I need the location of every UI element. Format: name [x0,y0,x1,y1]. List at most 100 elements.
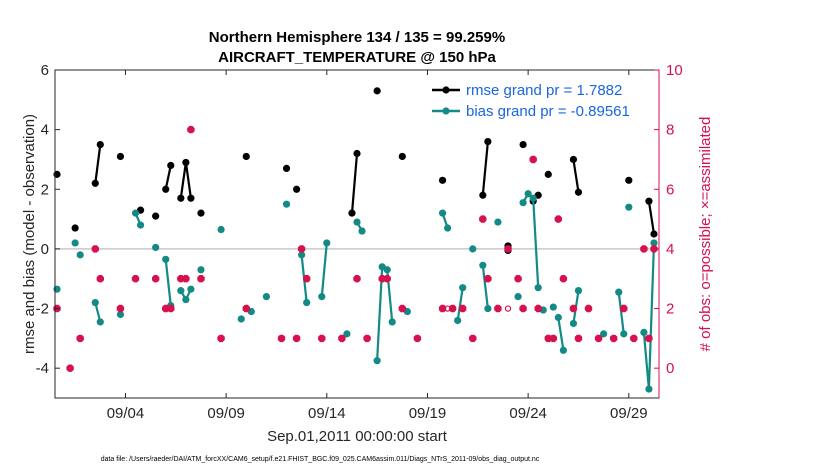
obs-assimilated-marker [504,245,512,253]
obs-assimilated-marker [277,334,286,343]
rmse-point [167,161,175,170]
bias-point [549,303,557,311]
bias-line-segment [320,242,328,297]
obs-assimilated-marker [459,304,467,313]
rmse-point [187,194,195,202]
rmse-point [353,149,361,158]
obs-assimilated-marker [91,245,99,253]
obs-assimilated-marker [152,275,160,283]
bias-point [131,209,140,217]
obs-assimilated-marker [353,275,361,283]
bias-point [53,285,61,293]
obs-possible-marker [444,305,451,312]
rmse-line-segment [350,153,359,214]
obs-assimilated-marker [66,364,74,372]
bias-point [524,190,532,198]
bias-point [519,199,527,207]
bias-point [615,288,623,296]
bias-point [298,251,306,259]
obs-assimilated-marker [438,304,447,313]
bias-point [71,239,79,247]
obs-assimilated-marker [363,334,371,343]
bias-point [600,330,608,338]
rmse-point [373,87,381,95]
obs-assimilated-marker [96,275,104,283]
obs-assimilated-marker [519,304,527,313]
chart-subtitle: AIRCRAFT_TEMPERATURE @ 150 hPa [218,49,496,66]
rmse-point [519,140,527,149]
obs-assimilated-marker [620,304,628,313]
bias-line-segment [481,265,489,309]
rmse-point [152,212,160,220]
bias-point [444,224,452,232]
rmse-point [182,158,190,167]
bias-point [343,330,351,338]
rmse-line-segment [481,141,489,196]
y-tick-label: -2 [36,301,49,318]
rmse-point [569,155,578,164]
bias-point [136,221,145,229]
x-axis-label: Sep.01,2011 00:00:00 start [267,428,448,445]
obs-assimilated-marker [494,304,502,313]
obs-assimilated-marker [469,334,477,343]
rmse-point [116,152,125,161]
bias-point [91,298,99,307]
bias-point [383,266,391,274]
obs-assimilated-marker [630,334,638,343]
legend-bias-label: bias grand pr = -0.89561 [466,103,630,120]
x-tick-label: 09/29 [610,405,648,422]
rmse-line-segment [164,165,172,190]
y-tick-label: 6 [41,62,49,79]
obs-assimilated-marker [594,334,603,343]
rmse-point [574,188,583,196]
y-tick-label: -4 [36,360,49,377]
rmse-point [544,170,552,178]
bias-point [645,385,653,393]
bias-point [438,209,447,217]
bias-point [197,266,205,274]
obs-assimilated-marker [479,215,487,223]
chart-title: Northern Hemisphere 134 / 135 = 99.259% [209,29,505,46]
obs-assimilated-marker [549,334,557,343]
y-tick-label: 4 [41,122,49,139]
obs-assimilated-marker [76,334,84,343]
obs-assimilated-marker [559,275,568,283]
rmse-point [438,176,447,184]
bias-line-segment [164,259,172,306]
obs-assimilated-marker [131,275,140,283]
bias-point [569,319,578,328]
y-tick-label: 0 [41,241,49,258]
bias-point [514,293,522,301]
bias-point [162,255,170,263]
y2-tick-label: 10 [666,62,683,79]
obs-assimilated-marker [116,304,125,313]
obs-assimilated-marker [610,334,618,343]
rmse-point [96,140,104,149]
rmse-point [645,197,653,205]
obs-assimilated-marker [187,125,195,134]
obs-assimilated-marker [338,334,346,343]
rmse-point [197,209,205,217]
legend-rmse-marker [442,86,450,94]
bias-line-segment [557,317,565,351]
obs-assimilated-marker [292,334,301,343]
x-tick-label: 09/04 [107,405,145,422]
y2-axis-label: # of obs: o=possible; ×=assimilated [697,117,714,352]
obs-possible-marker [504,305,512,312]
bias-point [318,293,326,301]
bias-point [388,318,396,326]
y-axis-label: rmse and bias (model - observation) [21,114,38,354]
bias-point [459,284,467,292]
legend-rmse-label: rmse grand pr = 1.7882 [466,82,622,99]
y2-tick-label: 6 [666,181,674,198]
obs-assimilated-marker [484,275,492,283]
rmse-point [162,185,170,193]
rmse-point [293,185,301,193]
bias-line-segment [456,287,464,321]
obs-assimilated-marker [197,275,205,283]
obs-assimilated-marker [514,275,522,283]
bias-point [96,318,104,326]
bias-point [116,310,125,319]
obs-assimilated-marker [569,304,578,313]
